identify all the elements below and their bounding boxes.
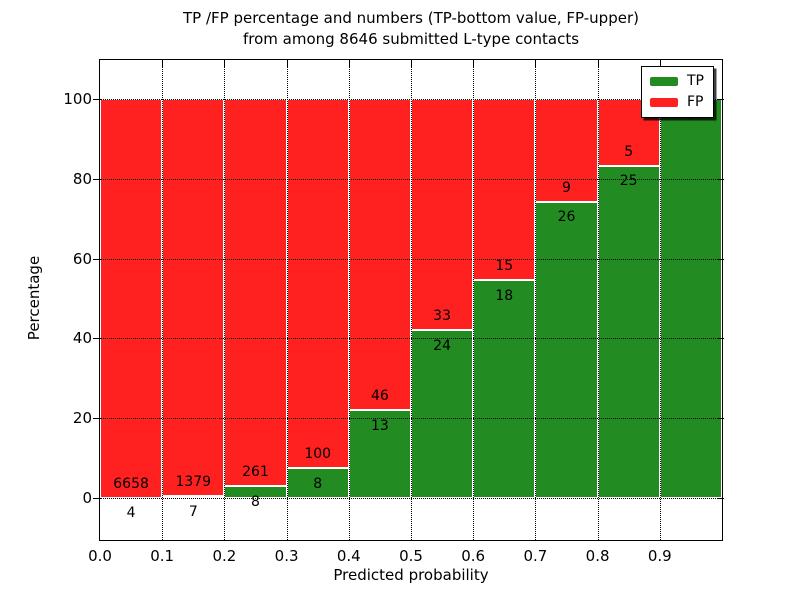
v-gridline-0.8 — [597, 60, 599, 540]
v-gridline-0.1 — [162, 60, 164, 540]
chart-title-line2: from among 8646 submitted L-type contact… — [242, 30, 580, 48]
y-tick-mark-right — [717, 498, 724, 499]
y-tick-mark — [93, 418, 100, 420]
bar-fp-segment — [473, 99, 536, 281]
y-tick-mark — [93, 498, 100, 499]
bar-fp-segment — [535, 99, 598, 202]
bar-fp-segment — [162, 99, 225, 496]
y-tick-label: 0 — [82, 489, 92, 507]
y-tick-mark-right — [717, 258, 724, 260]
x-tick-label: 0.1 — [150, 547, 175, 565]
v-gridline-0.6 — [473, 60, 475, 540]
x-tick-mark-top — [597, 60, 599, 67]
x-tick-label: 0.6 — [461, 547, 486, 565]
x-tick-label: 0.4 — [336, 547, 361, 565]
tp-count-label: 24 — [433, 337, 451, 354]
x-tick-mark-top — [659, 60, 661, 67]
x-tick-mark-top — [535, 60, 537, 67]
x-tick-mark-top — [348, 60, 350, 67]
x-tick-label: 0.2 — [212, 547, 237, 565]
bar-fp-segment — [411, 99, 474, 330]
x-tick-label: 0.3 — [274, 547, 299, 565]
y-tick-label: 40 — [72, 329, 92, 348]
fp-count-label: 46 — [370, 388, 389, 405]
bar-fp-segment — [224, 99, 287, 487]
fp-swatch-icon — [650, 98, 678, 107]
tp-count-label: 13 — [370, 417, 389, 434]
legend-label-fp: FP — [687, 94, 704, 110]
y-tick-mark — [93, 338, 100, 340]
tp-count-label: 4 — [126, 505, 136, 522]
fp-count-label: 261 — [242, 464, 269, 481]
chart-title-line1: TP /FP percentage and numbers (TP-bottom… — [183, 9, 639, 27]
x-tick-label: 0.0 — [88, 547, 112, 565]
tp-count-label: 8 — [251, 493, 260, 510]
legend-item-tp: TP — [650, 74, 704, 89]
y-tick-label: 80 — [72, 169, 92, 188]
bar-fp-segment — [286, 99, 349, 469]
bar-tp-segment — [659, 99, 722, 498]
fp-count-label: 100 — [304, 446, 332, 463]
y-tick-label: 100 — [63, 90, 92, 108]
v-gridline-0.5 — [411, 60, 412, 540]
y-tick-mark-right — [717, 338, 724, 340]
legend-label-tp: TP — [687, 73, 704, 89]
y-tick-mark — [93, 258, 100, 260]
y-tick-mark-right — [717, 418, 724, 420]
x-tick-mark-top — [286, 60, 288, 67]
x-tick-label: 0.5 — [399, 547, 423, 565]
x-tick-mark-top — [473, 60, 475, 67]
fp-count-label: 5 — [624, 143, 634, 160]
tp-count-label: 26 — [557, 209, 576, 226]
y-tick-label: 60 — [72, 249, 92, 268]
y-tick-mark-right — [717, 178, 724, 180]
tp-count-label: 7 — [188, 503, 198, 520]
v-gridline-0.3 — [286, 60, 288, 540]
x-tick-mark-top — [411, 60, 412, 67]
y-tick-mark — [93, 99, 100, 100]
legend: TP FP — [641, 66, 714, 118]
plot-area: 6658413797261810084613332415189265257 TP… — [99, 59, 723, 541]
x-axis-label: Predicted probability — [333, 566, 489, 584]
v-gridline-0.9 — [659, 60, 661, 540]
bar-tp-segment — [473, 280, 536, 498]
y-tick-mark-right — [717, 99, 724, 100]
v-gridline-0.7 — [535, 60, 537, 540]
x-tick-mark-top — [224, 60, 226, 67]
fp-count-label: 1379 — [175, 474, 212, 491]
bar-tp-segment — [535, 201, 598, 498]
x-tick-label: 0.9 — [647, 547, 672, 565]
tp-count-label: 25 — [619, 173, 638, 190]
legend-item-fp: FP — [650, 95, 704, 110]
v-gridline-0.4 — [348, 60, 350, 540]
x-tick-label: 0.8 — [585, 547, 610, 565]
bar-tp-segment — [597, 165, 660, 498]
fp-count-label: 6658 — [113, 475, 149, 492]
fp-count-label: 33 — [433, 308, 451, 325]
tp-swatch-icon — [650, 77, 678, 86]
x-tick-label: 0.7 — [523, 547, 548, 565]
bar-fp-segment — [100, 99, 163, 498]
fp-count-label: 15 — [495, 258, 514, 275]
v-gridline-0.2 — [224, 60, 226, 540]
tp-count-label: 8 — [313, 475, 323, 492]
y-tick-label: 20 — [72, 409, 92, 428]
y-tick-mark — [93, 178, 100, 180]
x-tick-mark-top — [162, 60, 164, 67]
tp-count-label: 18 — [495, 287, 514, 304]
bar-tp-segment — [411, 329, 474, 498]
bar-fp-segment — [348, 99, 411, 411]
fp-count-label: 9 — [562, 179, 571, 196]
chart-title: TP /FP percentage and numbers (TP-bottom… — [100, 8, 722, 50]
